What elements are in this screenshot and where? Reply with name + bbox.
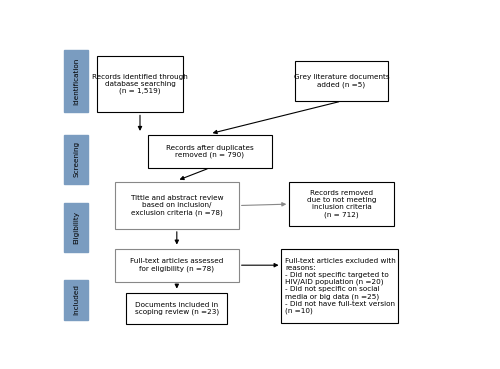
FancyBboxPatch shape: [64, 280, 88, 320]
FancyBboxPatch shape: [295, 61, 388, 101]
FancyBboxPatch shape: [115, 182, 239, 229]
FancyBboxPatch shape: [64, 203, 88, 252]
Text: Records identified through
database searching
(n = 1,519): Records identified through database sear…: [92, 74, 188, 94]
FancyBboxPatch shape: [64, 50, 88, 113]
Text: Screening: Screening: [73, 141, 79, 177]
Text: Full-text articles excluded with
reasons:
- Did not specific targeted to
HIV/AID: Full-text articles excluded with reasons…: [286, 258, 396, 314]
Text: Grey literature documents
added (n =5): Grey literature documents added (n =5): [294, 75, 390, 88]
Text: Included: Included: [73, 284, 79, 315]
FancyBboxPatch shape: [98, 56, 182, 113]
FancyBboxPatch shape: [148, 135, 272, 168]
Text: Identification: Identification: [73, 58, 79, 105]
Text: Full-text articles assessed
for eligibility (n =78): Full-text articles assessed for eligibil…: [130, 258, 224, 272]
Text: Records removed
due to not meeting
inclusion criteria
(n = 712): Records removed due to not meeting inclu…: [307, 190, 376, 218]
Text: Documents included in
scoping review (n =23): Documents included in scoping review (n …: [135, 302, 219, 315]
FancyBboxPatch shape: [282, 249, 398, 323]
Text: Tittle and abstract review
based on inclusion/
exclusion criteria (n =78): Tittle and abstract review based on incl…: [130, 195, 223, 216]
FancyBboxPatch shape: [115, 249, 239, 282]
Text: Eligibility: Eligibility: [73, 211, 79, 244]
FancyBboxPatch shape: [126, 293, 227, 324]
Text: Records after duplicates
removed (n = 790): Records after duplicates removed (n = 79…: [166, 145, 254, 158]
FancyBboxPatch shape: [289, 182, 394, 226]
FancyBboxPatch shape: [64, 135, 88, 183]
